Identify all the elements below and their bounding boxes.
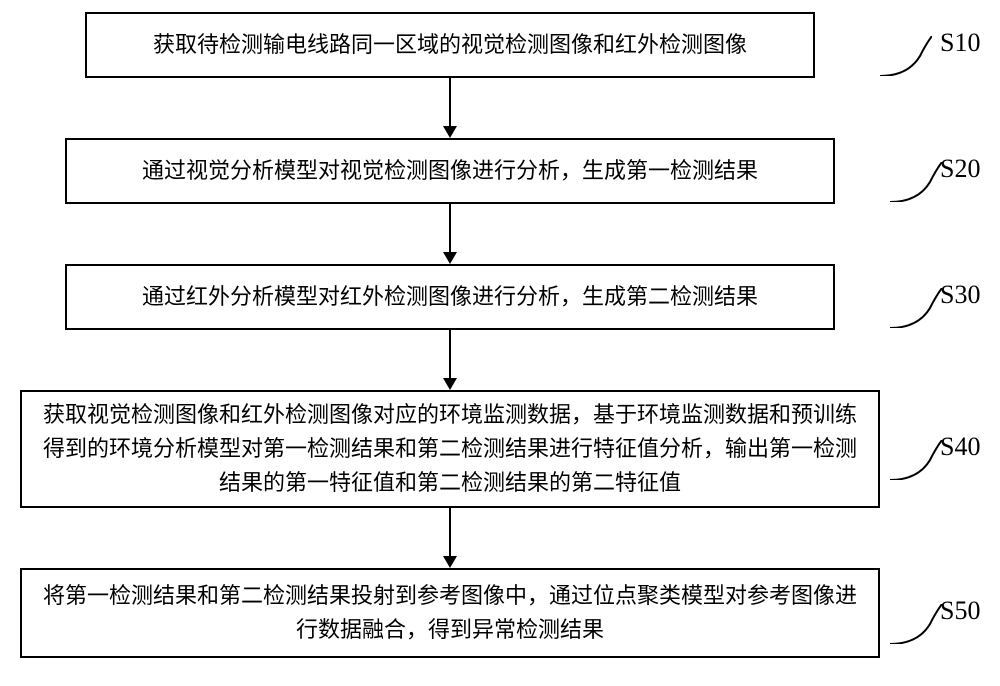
step-label-s20: S20	[940, 154, 980, 184]
step-label-s30: S30	[940, 280, 980, 310]
flow-node-text: 获取视觉检测图像和红外检测图像对应的环境监测数据，基于环境监测数据和预训练得到的…	[40, 398, 860, 500]
arrow-head-s30-s40	[443, 378, 457, 390]
arrow-s10-s20	[449, 78, 451, 126]
flow-node-text: 获取待检测输电线路同一区域的视觉检测图像和红外检测图像	[153, 28, 747, 62]
label-curve-s10	[880, 36, 932, 76]
step-label-s40: S40	[940, 432, 980, 462]
flow-node-s10: 获取待检测输电线路同一区域的视觉检测图像和红外检测图像	[85, 12, 815, 78]
flow-node-text: 通过视觉分析模型对视觉检测图像进行分析，生成第一检测结果	[142, 154, 758, 188]
flowchart-canvas: 获取待检测输电线路同一区域的视觉检测图像和红外检测图像 S10 通过视觉分析模型…	[0, 0, 1000, 686]
arrow-s20-s30	[449, 204, 451, 252]
flow-node-s30: 通过红外分析模型对红外检测图像进行分析，生成第二检测结果	[65, 264, 835, 330]
step-label-s50: S50	[940, 596, 980, 626]
arrow-head-s40-s50	[443, 556, 457, 568]
label-curve-s20	[890, 162, 942, 202]
arrow-s30-s40	[449, 330, 451, 378]
label-curve-s50	[890, 604, 942, 644]
step-label-s10: S10	[940, 28, 980, 58]
label-curve-s30	[890, 288, 942, 328]
flow-node-s20: 通过视觉分析模型对视觉检测图像进行分析，生成第一检测结果	[65, 138, 835, 204]
flow-node-s50: 将第一检测结果和第二检测结果投射到参考图像中，通过位点聚类模型对参考图像进行数据…	[20, 568, 880, 658]
arrow-head-s10-s20	[443, 126, 457, 138]
label-curve-s40	[890, 440, 942, 480]
flow-node-text: 将第一检测结果和第二检测结果投射到参考图像中，通过位点聚类模型对参考图像进行数据…	[40, 579, 860, 647]
flow-node-s40: 获取视觉检测图像和红外检测图像对应的环境监测数据，基于环境监测数据和预训练得到的…	[20, 390, 880, 508]
arrow-head-s20-s30	[443, 252, 457, 264]
flow-node-text: 通过红外分析模型对红外检测图像进行分析，生成第二检测结果	[142, 280, 758, 314]
arrow-s40-s50	[449, 508, 451, 556]
